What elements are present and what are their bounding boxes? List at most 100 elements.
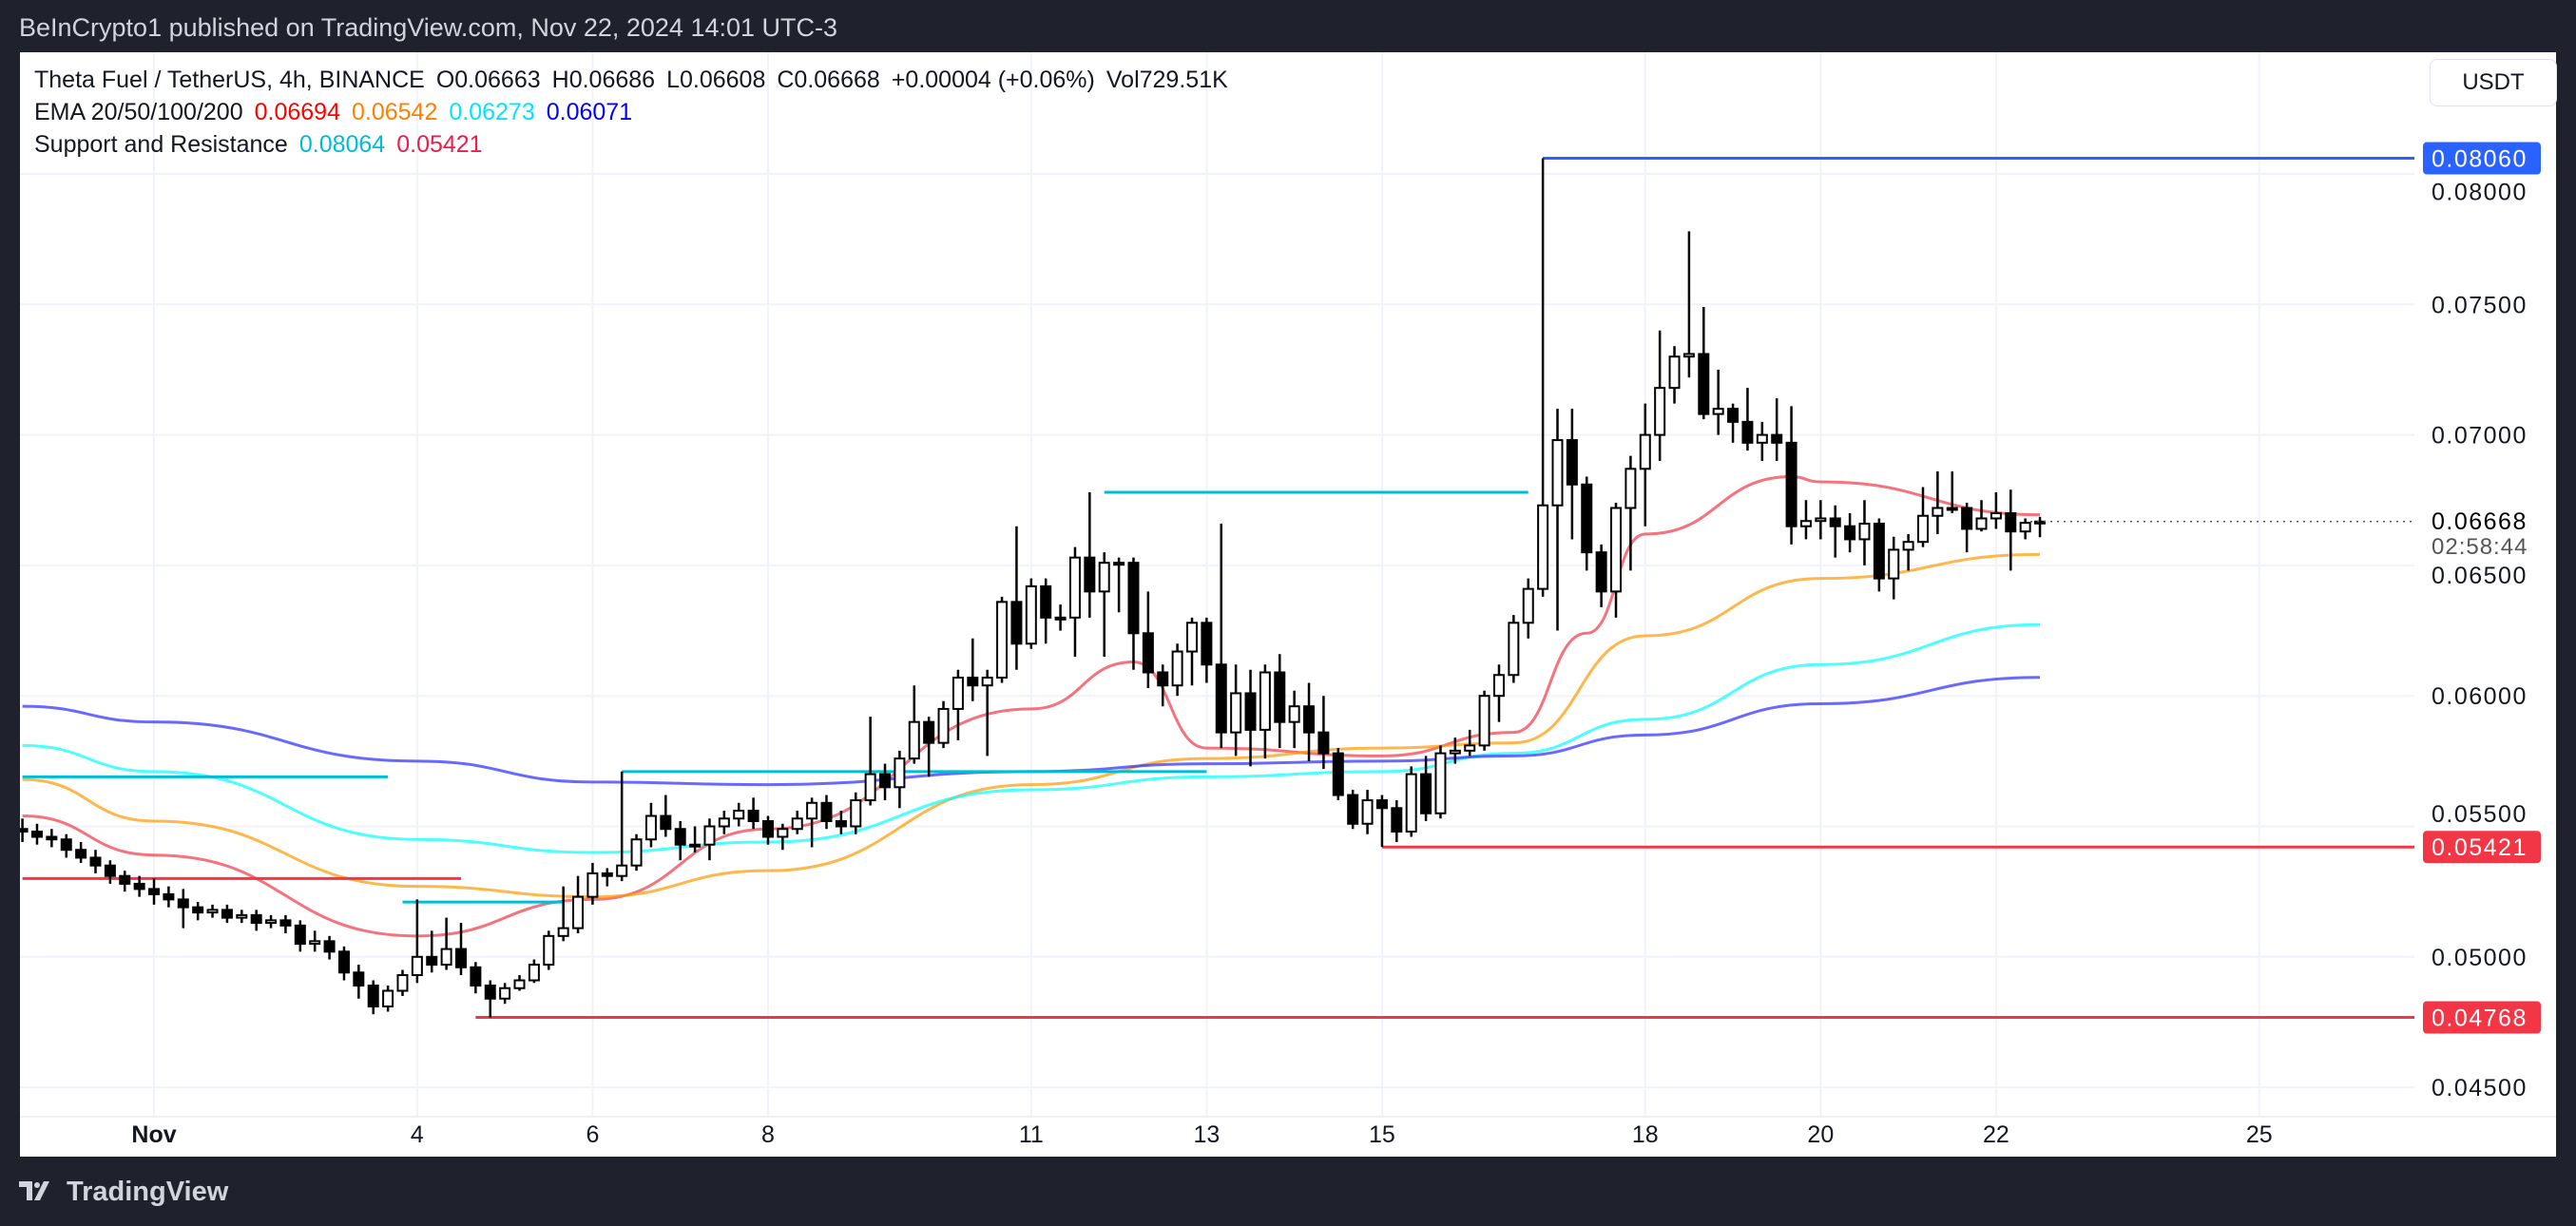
- candle-bearish: [20, 828, 29, 833]
- sr-label[interactable]: Support and Resistance: [34, 131, 288, 158]
- candle-bullish: [513, 979, 526, 989]
- candle-bullish: [733, 810, 745, 820]
- candle-bearish: [1142, 632, 1154, 674]
- candle-bearish: [1010, 601, 1023, 645]
- last-price-label: 0.06668: [2432, 508, 2528, 535]
- price-axis-label: 0.06000: [2432, 683, 2528, 710]
- symbol-title[interactable]: Theta Fuel / TetherUS, 4h, BINANCE: [34, 67, 425, 93]
- candle-bearish: [879, 773, 892, 789]
- candle-bullish: [996, 601, 1009, 679]
- support-price-tag-label: 0.05421: [2432, 834, 2528, 861]
- candle-bullish: [2019, 522, 2031, 533]
- candle-bullish: [1537, 504, 1549, 590]
- sr-support-value: 0.05421: [396, 131, 483, 158]
- candle-bullish: [791, 817, 803, 831]
- candle-bullish: [1054, 616, 1067, 621]
- candle-bullish: [894, 757, 906, 789]
- price-axis-label: 0.05500: [2432, 801, 2528, 828]
- published-caption: BeInCrypto1 published on TradingView.com…: [19, 13, 838, 42]
- ema-label[interactable]: EMA 20/50/100/200: [34, 99, 243, 125]
- candle-bearish: [1581, 483, 1593, 554]
- candle-bearish: [119, 874, 131, 885]
- time-axis-label: 20: [1807, 1121, 1834, 1148]
- candle-bullish: [309, 940, 321, 946]
- chart-panel[interactable]: [20, 52, 2556, 1157]
- candle-bullish: [1888, 548, 1900, 580]
- candle-bullish: [2034, 520, 2047, 525]
- candle-bearish: [323, 940, 336, 953]
- candle-bearish: [1727, 408, 1740, 423]
- candle-bullish: [1682, 353, 1695, 358]
- candle-bullish: [1478, 695, 1490, 747]
- time-axis-label: Nov: [131, 1121, 176, 1148]
- candle-bearish: [1157, 671, 1169, 687]
- candle-bearish: [967, 676, 979, 687]
- candle-bullish: [528, 964, 540, 982]
- candle-bullish: [981, 676, 993, 687]
- support-price-tag: [2423, 831, 2541, 864]
- candle-bullish: [1799, 520, 1812, 527]
- candle-bearish: [1332, 752, 1344, 796]
- candle-bullish: [1522, 587, 1534, 624]
- candle-bearish: [1961, 507, 1973, 530]
- currency-button[interactable]: USDT: [2430, 59, 2557, 106]
- price-axis-label: 0.07500: [2432, 292, 2528, 318]
- ohlc-open: O0.06663: [435, 67, 541, 93]
- candle-bearish: [104, 864, 116, 877]
- candle-bearish: [660, 814, 672, 831]
- candle-bearish: [1303, 705, 1316, 734]
- volume: Vol729.51K: [1105, 67, 1228, 93]
- symbol-legend: Theta Fuel / TetherUS, 4h, BINANCE O0.066…: [34, 67, 1240, 94]
- price-axis-label: 0.05000: [2432, 945, 2528, 971]
- candle-bearish: [46, 835, 58, 841]
- candle-bullish: [1259, 671, 1271, 731]
- ema50-value: 0.06542: [352, 99, 438, 125]
- candle-bullish: [689, 843, 702, 848]
- candle-bearish: [835, 820, 847, 828]
- candle-bullish: [1712, 408, 1724, 415]
- candle-countdown: 02:58:44: [2432, 534, 2528, 560]
- candle-bullish: [1098, 562, 1110, 593]
- candle-bearish: [455, 948, 467, 968]
- ema-legend: EMA 20/50/100/200 0.06694 0.06542 0.06273 0.…: [34, 99, 644, 126]
- time-axis-label: 22: [1983, 1121, 2009, 1148]
- candle-bullish: [1508, 622, 1520, 677]
- candle-bearish: [426, 955, 438, 967]
- candle-bearish: [1566, 439, 1578, 486]
- time-axis-label: 4: [411, 1121, 424, 1148]
- candle-bearish: [89, 856, 102, 867]
- candle-bearish: [1274, 671, 1286, 723]
- candle-bullish: [382, 989, 394, 1007]
- candle-bullish: [1288, 705, 1300, 723]
- candle-bearish: [1785, 441, 1797, 527]
- candle-bearish: [60, 838, 72, 852]
- candle-bullish: [1405, 773, 1417, 833]
- candle-bullish: [1902, 541, 1914, 551]
- candle-bullish: [1068, 556, 1081, 619]
- footer-brand: TradingView: [19, 1177, 228, 1208]
- candle-bullish: [499, 987, 511, 1000]
- candle-bullish: [543, 934, 555, 967]
- candle-bearish: [923, 720, 935, 744]
- candle-bearish: [192, 906, 204, 914]
- candle-bearish: [250, 913, 262, 925]
- candle-bullish: [703, 825, 716, 846]
- candle-bearish: [1771, 433, 1783, 444]
- candle-bullish: [1815, 517, 1827, 523]
- candle-bullish: [1113, 562, 1125, 566]
- candle-bearish: [1375, 799, 1388, 810]
- candle-bearish: [221, 909, 233, 919]
- candle-bullish: [236, 913, 248, 919]
- footer-brand-text: TradingView: [67, 1177, 229, 1207]
- ohlc-change: +0.00004 (+0.06%): [891, 67, 1095, 93]
- candle-bearish: [1215, 663, 1227, 734]
- candle-bearish: [1244, 692, 1257, 731]
- candle-bullish: [806, 801, 818, 820]
- candle-bullish: [1025, 584, 1037, 645]
- candle-bearish: [337, 950, 350, 974]
- candle-bearish: [1347, 794, 1359, 825]
- candle-bearish: [133, 882, 145, 891]
- time-axis-label: 6: [586, 1121, 599, 1148]
- support-price-tag-label: 0.04768: [2432, 1006, 2528, 1032]
